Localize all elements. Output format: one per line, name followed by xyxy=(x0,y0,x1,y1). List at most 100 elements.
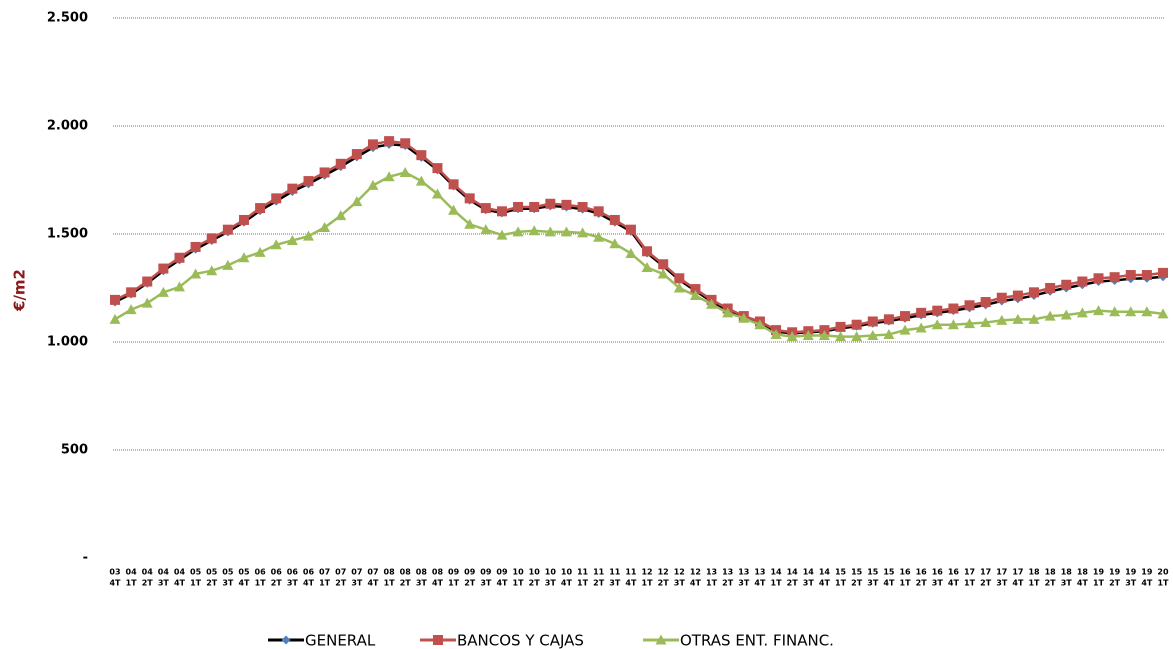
x-tick-label: 2T xyxy=(722,579,734,588)
marker xyxy=(980,317,992,328)
x-tick-label: 19 xyxy=(1109,568,1121,577)
x-tick-label: 1T xyxy=(1157,579,1169,588)
marker xyxy=(673,282,685,293)
x-tick-label: 08 xyxy=(384,568,396,577)
marker xyxy=(883,314,894,325)
marker xyxy=(593,231,605,242)
marker xyxy=(174,252,185,263)
x-tick-label: 4T xyxy=(561,579,573,588)
marker xyxy=(335,210,347,221)
marker xyxy=(964,300,975,311)
x-tick-label: 1T xyxy=(513,579,525,588)
marker xyxy=(577,202,588,212)
marker xyxy=(109,313,121,324)
x-tick-label: 4T xyxy=(1141,579,1153,588)
x-tick-label: 1T xyxy=(319,579,331,588)
x-tick-label: 14 xyxy=(803,568,815,577)
marker xyxy=(867,316,878,327)
marker xyxy=(1157,308,1169,319)
marker xyxy=(222,259,234,270)
marker xyxy=(1029,287,1040,298)
marker xyxy=(142,276,153,287)
y-axis-label: €/m2 xyxy=(11,269,29,312)
marker xyxy=(1141,270,1152,281)
x-tick-label: 3T xyxy=(351,579,363,588)
x-tick-label: 12 xyxy=(658,568,669,577)
marker xyxy=(560,226,572,237)
marker xyxy=(319,222,331,233)
x-tick-label: 18 xyxy=(1028,568,1040,577)
marker xyxy=(544,226,556,237)
marker xyxy=(641,261,653,272)
marker xyxy=(947,319,959,330)
legend-item: OTRAS ENT. FINANC. xyxy=(643,632,834,649)
x-tick-label: 2T xyxy=(851,579,863,588)
x-tick-label: 4T xyxy=(948,579,960,588)
x-tick-label: 05 xyxy=(238,568,250,577)
x-tick-label: 09 xyxy=(496,568,508,577)
marker xyxy=(786,331,798,342)
marker xyxy=(464,218,476,229)
marker xyxy=(399,166,411,177)
marker xyxy=(722,307,734,318)
marker xyxy=(932,305,943,316)
marker xyxy=(496,229,508,240)
x-tick-label: 09 xyxy=(464,568,476,577)
x-tick-label: 13 xyxy=(722,568,733,577)
legend-item: GENERAL xyxy=(268,632,376,649)
marker xyxy=(658,259,669,270)
x-tick-label: 18 xyxy=(1045,568,1057,577)
marker xyxy=(529,202,540,212)
marker xyxy=(254,246,266,257)
x-tick-label: 13 xyxy=(706,568,717,577)
x-tick-label: 3T xyxy=(996,579,1008,588)
x-tick-label: 10 xyxy=(561,568,573,577)
x-tick-label: 07 xyxy=(319,568,330,577)
marker xyxy=(609,238,621,249)
x-tick-label: 3T xyxy=(480,579,492,588)
x-tick-label: 19 xyxy=(1141,568,1153,577)
x-tick-label: 07 xyxy=(367,568,378,577)
x-tick-label: 11 xyxy=(625,568,637,577)
legend-label: BANCOS Y CAJAS xyxy=(457,632,584,649)
x-tick-label: 1T xyxy=(448,579,460,588)
y-tick-label: 500 xyxy=(61,443,88,458)
marker xyxy=(255,203,266,214)
x-tick-label: 3T xyxy=(803,579,815,588)
y-tick-label: 1.500 xyxy=(47,227,88,242)
marker xyxy=(528,225,540,236)
x-tick-label: 4T xyxy=(1012,579,1024,588)
marker xyxy=(480,203,491,214)
x-tick-label: 4T xyxy=(238,579,250,588)
x-tick-label: 3T xyxy=(416,579,428,588)
series xyxy=(109,166,1169,342)
x-tick-label: 2T xyxy=(464,579,476,588)
marker xyxy=(754,319,766,330)
x-tick-label: 08 xyxy=(416,568,428,577)
marker xyxy=(835,321,846,332)
x-tick-label: 15 xyxy=(835,568,847,577)
x-tick-label: 2T xyxy=(271,579,283,588)
marker xyxy=(303,176,314,187)
marker xyxy=(802,330,814,341)
marker xyxy=(931,319,943,330)
x-tick-label: 17 xyxy=(996,568,1007,577)
marker xyxy=(496,206,507,217)
y-tick-label: 2.000 xyxy=(47,119,88,134)
marker xyxy=(545,198,556,209)
x-tick-label: 2T xyxy=(142,579,154,588)
x-tick-label: 18 xyxy=(1077,568,1089,577)
marker xyxy=(416,150,427,161)
x-tick-label: 1T xyxy=(577,579,589,588)
x-tick-label: 13 xyxy=(738,568,749,577)
x-tick-label: 03 xyxy=(109,568,120,577)
x-tick-label: 1T xyxy=(900,579,912,588)
marker xyxy=(996,292,1007,303)
marker xyxy=(1060,309,1072,320)
marker xyxy=(367,139,378,150)
x-tick-label: 2T xyxy=(916,579,928,588)
marker xyxy=(625,224,636,235)
marker xyxy=(351,149,362,160)
marker xyxy=(851,319,862,330)
marker xyxy=(1012,290,1023,301)
